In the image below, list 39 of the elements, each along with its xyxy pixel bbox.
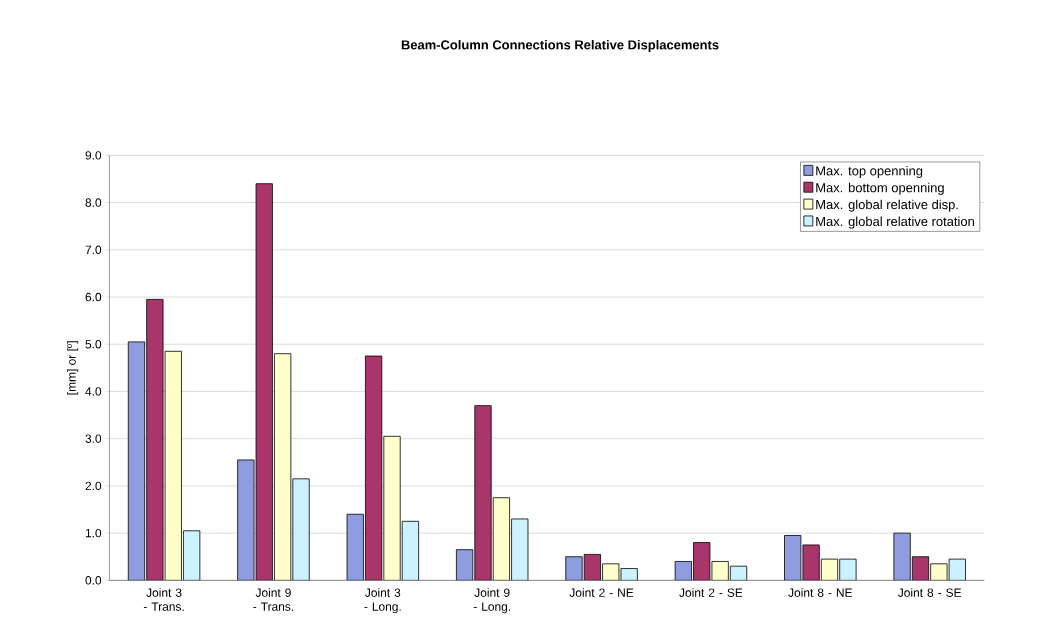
bar bbox=[492, 497, 510, 581]
y-tick-label: 7.0 bbox=[85, 245, 102, 255]
y-tick-label: 0.0 bbox=[85, 576, 102, 585]
y-axis-title: [mm] or [º] bbox=[67, 341, 79, 395]
bar bbox=[127, 341, 146, 581]
legend-label: Max. global relative disp. bbox=[816, 199, 958, 212]
x-tick-label: Joint 9 - Long. bbox=[473, 588, 511, 614]
y-tick-label: 4.0 bbox=[85, 387, 102, 396]
bar bbox=[183, 530, 201, 581]
y-tick-label: 9.0 bbox=[85, 151, 102, 160]
x-tick-label: Joint 8 - SE bbox=[897, 588, 962, 598]
x-tick-label: Joint 9 - Trans. bbox=[253, 588, 294, 612]
legend-label: Max. global relative rotation bbox=[816, 216, 974, 229]
x-tick-label: Joint 2 - SE bbox=[679, 588, 743, 598]
bar bbox=[365, 355, 383, 581]
y-tick-label: 5.0 bbox=[85, 340, 102, 349]
x-tick-label: Joint 2 - NE bbox=[569, 588, 634, 598]
y-tick-label: 2.0 bbox=[85, 481, 102, 491]
y-tick-label: 6.0 bbox=[85, 293, 102, 302]
bar bbox=[274, 353, 292, 581]
legend-label: Max. top openning bbox=[816, 166, 923, 179]
bar bbox=[693, 542, 711, 581]
chart-title: Beam-Column Connections Relative Displacements bbox=[401, 40, 719, 53]
y-tick-label: 1.0 bbox=[85, 529, 102, 538]
bar bbox=[474, 405, 492, 581]
bar bbox=[383, 436, 401, 581]
bar bbox=[565, 556, 583, 581]
bar bbox=[237, 459, 255, 581]
bar bbox=[255, 183, 273, 581]
bar bbox=[784, 535, 802, 581]
legend-label: Max. bottom openning bbox=[816, 183, 944, 196]
y-tick-label: 8.0 bbox=[85, 198, 102, 208]
bar bbox=[164, 351, 182, 581]
bar bbox=[346, 514, 364, 581]
x-tick-label: Joint 8 - NE bbox=[788, 588, 852, 598]
bar bbox=[146, 299, 164, 581]
x-tick-label: Joint 3 - Long. bbox=[364, 588, 401, 614]
x-tick-label: Joint 3 - Trans. bbox=[143, 588, 184, 612]
y-tick-label: 3.0 bbox=[85, 434, 102, 444]
